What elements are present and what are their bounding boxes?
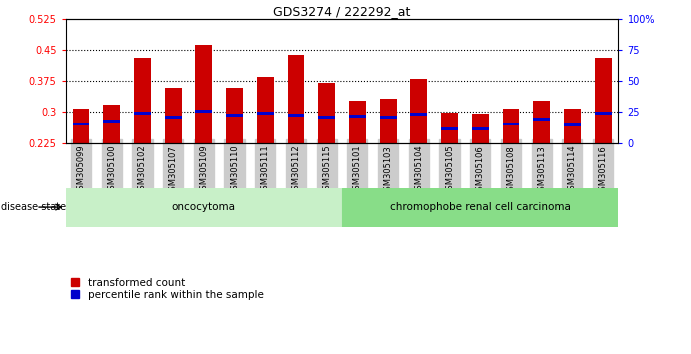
Bar [164,88,182,143]
Bar [564,123,581,126]
Text: disease state: disease state [1,202,66,212]
Bar [441,127,458,130]
Bar [502,122,520,125]
Bar [410,113,427,116]
Bar [226,114,243,117]
Bar [379,116,397,119]
Bar [287,114,305,117]
Bar [595,112,612,115]
Bar [410,79,427,143]
Bar [342,188,618,227]
Bar [257,77,274,143]
Bar [349,115,366,118]
Bar [257,112,274,115]
Bar [103,105,120,143]
Bar [66,188,342,227]
Bar [226,88,243,143]
Bar [533,118,550,121]
Bar [134,58,151,143]
Text: oncocytoma: oncocytoma [172,202,236,212]
Bar [502,109,520,143]
Bar [134,112,151,115]
Bar [595,58,612,143]
Legend: transformed count, percentile rank within the sample: transformed count, percentile rank withi… [71,278,263,300]
Bar [103,120,120,123]
Bar [73,109,89,143]
Bar [379,99,397,143]
Bar [287,55,305,143]
Bar [196,45,212,143]
Text: chromophobe renal cell carcinoma: chromophobe renal cell carcinoma [390,202,571,212]
Bar [196,110,212,113]
Bar [441,113,458,143]
Bar [164,116,182,119]
Bar [533,101,550,143]
Bar [319,116,335,119]
Bar [472,127,489,130]
Bar [564,109,581,143]
Bar [472,114,489,143]
Title: GDS3274 / 222292_at: GDS3274 / 222292_at [274,5,410,18]
Bar [73,122,89,125]
Bar [319,84,335,143]
Bar [349,101,366,143]
